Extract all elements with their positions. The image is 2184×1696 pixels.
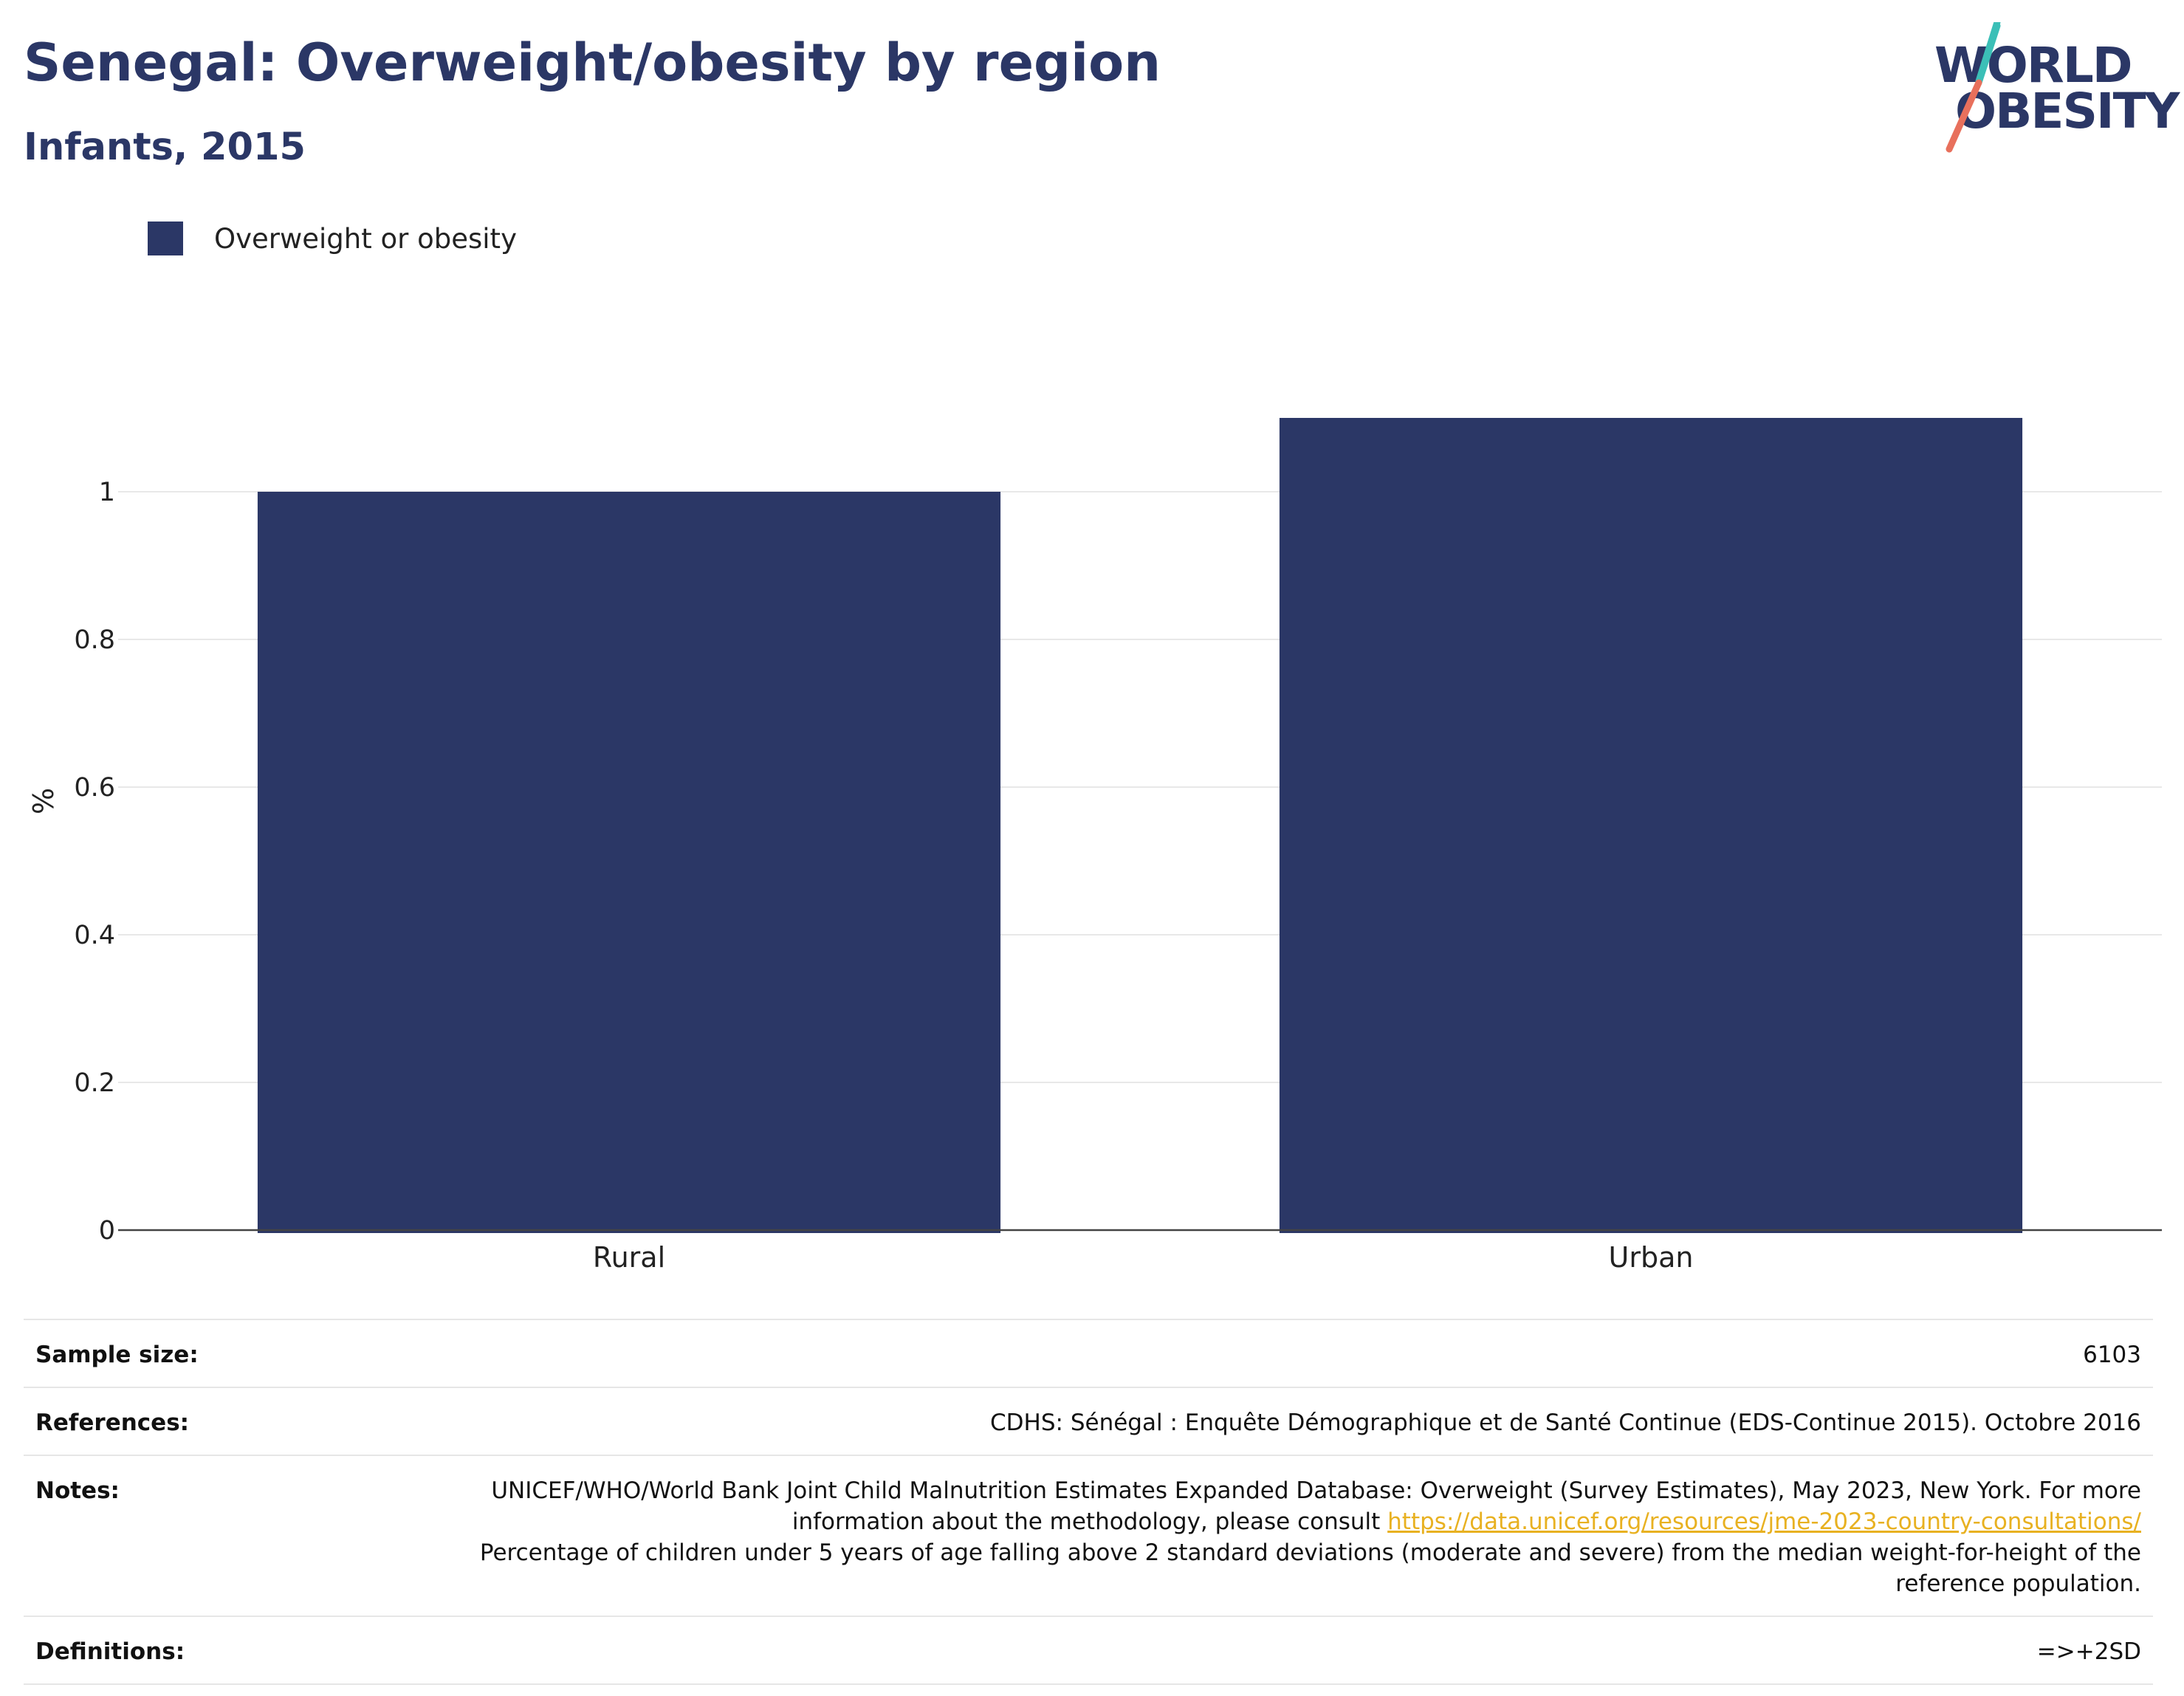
sample-size-label: Sample size: [35,1342,199,1368]
legend-label: Overweight or obesity [214,222,517,255]
notes-label: Notes: [35,1477,120,1504]
bar-urban [1279,418,2023,1233]
sample-size-row: Sample size: 6103 [24,1320,2153,1388]
world-obesity-logo: WORLD OBESITY [1920,22,2180,155]
legend-swatch [148,222,183,255]
notes-text-1: UNICEF/WHO/World Bank Joint Child Malnut… [491,1477,2141,1535]
notes-row: Notes: UNICEF/WHO/World Bank Joint Child… [24,1456,2153,1617]
notes-text-2: Percentage of children under 5 years of … [479,1539,2141,1597]
x-tick-label: Rural [593,1241,665,1274]
references-row: References: CDHS: Sénégal : Enquête Démo… [24,1388,2153,1456]
chart-legend: Overweight or obesity [148,220,517,257]
y-tick-label: 0 [99,1216,115,1246]
x-tick-label: Urban [1609,1241,1694,1274]
references-label: References: [35,1410,190,1436]
logo-line-2: OBESITY [1955,83,2180,140]
y-tick-label: 0.8 [74,625,115,655]
metadata-table: Sample size: 6103 References: CDHS: Séné… [24,1319,2153,1685]
notes-link[interactable]: https://data.unicef.org/resources/jme-20… [1387,1508,2141,1535]
page-subtitle: Infants, 2015 [24,126,306,169]
sample-size-value: 6103 [2083,1342,2141,1368]
logo-slash-icon [1946,22,2001,153]
page-title: Senegal: Overweight/obesity by region [24,32,1161,93]
notes-value: UNICEF/WHO/World Bank Joint Child Malnut… [399,1475,2141,1599]
y-axis-title: % [27,788,60,814]
definitions-row: Definitions: =>+2SD [24,1617,2153,1685]
definitions-label: Definitions: [35,1638,185,1665]
y-tick-label: 0.6 [74,773,115,803]
y-tick-label: 1 [99,478,115,507]
logo-line-1: WORLD [1934,37,2133,94]
bar-chart: 0 0.2 0.4 0.6 0.8 1 Rural Urban% [27,418,2162,1274]
bar-rural [257,492,1001,1233]
y-tick-label: 0.2 [74,1068,115,1098]
references-value: CDHS: Sénégal : Enquête Démographique et… [990,1410,2141,1436]
definitions-value: =>+2SD [2036,1638,2141,1665]
y-tick-label: 0.4 [74,921,115,950]
